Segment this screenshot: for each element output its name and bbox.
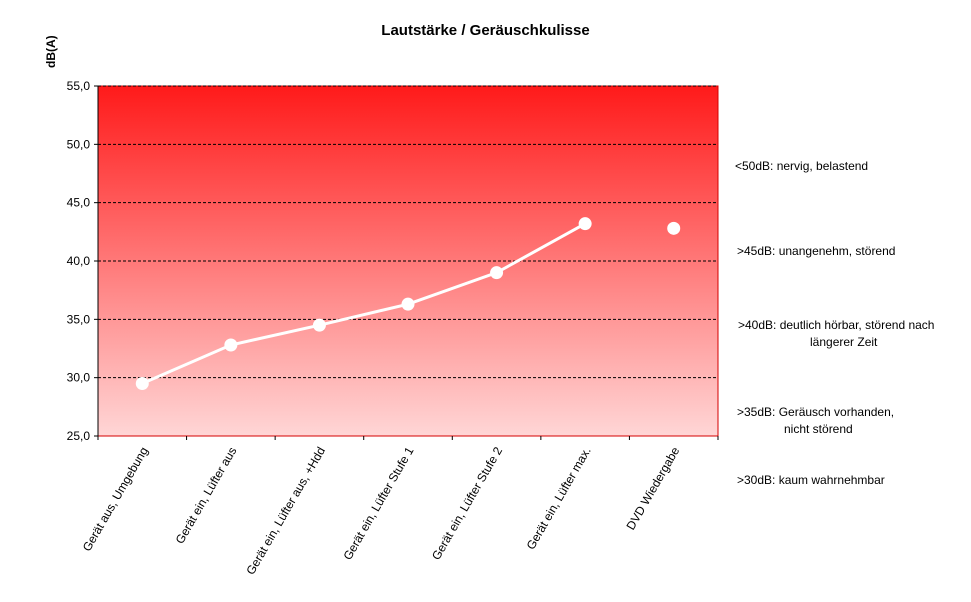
- y-tick-label: 45,0: [67, 196, 91, 210]
- y-tick-label: 40,0: [67, 254, 91, 268]
- data-point: [490, 266, 504, 280]
- data-point: [578, 217, 592, 231]
- annotation-45db-line1: >45dB: unangenehm, störend: [737, 244, 896, 258]
- x-tick-label: Gerät ein, Lüfter aus, +Hdd: [243, 445, 328, 578]
- data-point: [224, 338, 238, 352]
- data-point: [401, 297, 415, 311]
- y-tick-label: 30,0: [67, 371, 91, 385]
- annotation-40db-line1: >40dB: deutlich hörbar, störend nach: [738, 318, 935, 332]
- x-tick-label: DVD Wiedergabe: [624, 444, 683, 532]
- annotation-35db-line1: >35dB: Geräusch vorhanden,: [737, 405, 895, 419]
- series-line: [141, 222, 586, 385]
- x-tick-label: Gerät ein, Lüfter aus: [173, 445, 240, 547]
- annotation-40db: >40dB: deutlich hörbar, störend nach län…: [738, 318, 934, 349]
- annotation-50db: <50dB: nervig, belastend: [735, 159, 868, 173]
- data-point: [135, 377, 149, 390]
- y-tick-label: 25,0: [67, 429, 91, 443]
- y-tick-label: 50,0: [67, 137, 91, 151]
- annotation-30db-line1: >30dB: kaum wahrnehmbar: [737, 473, 885, 487]
- x-tick-label: Gerät aus, Umgebung: [80, 445, 151, 554]
- annotation-35db-line2: nicht störend: [784, 422, 853, 436]
- annotation-50db-line1: <50dB: nervig, belastend: [735, 159, 869, 173]
- x-tick-label: Gerät ein, Lüfter Stufe 1: [340, 444, 416, 562]
- y-tick-label: 35,0: [67, 312, 91, 326]
- x-tick-label: Gerät ein, Lüfter max.: [524, 445, 594, 553]
- annotation-30db: >30dB: kaum wahrnehmbar: [737, 473, 885, 487]
- data-point: [667, 221, 681, 235]
- chart-title: Lautstärke / Geräuschkulisse: [381, 22, 590, 39]
- annotation-40db-line2: längerer Zeit: [810, 335, 878, 349]
- data-point: [312, 318, 326, 332]
- x-tick-label: Gerät ein, Lüfter Stufe 2: [429, 444, 505, 562]
- annotation-45db: >45dB: unangenehm, störend: [737, 244, 895, 258]
- y-tick-label: 55,0: [67, 79, 91, 93]
- annotation-35db: >35dB: Geräusch vorhanden, nicht störend: [737, 405, 894, 436]
